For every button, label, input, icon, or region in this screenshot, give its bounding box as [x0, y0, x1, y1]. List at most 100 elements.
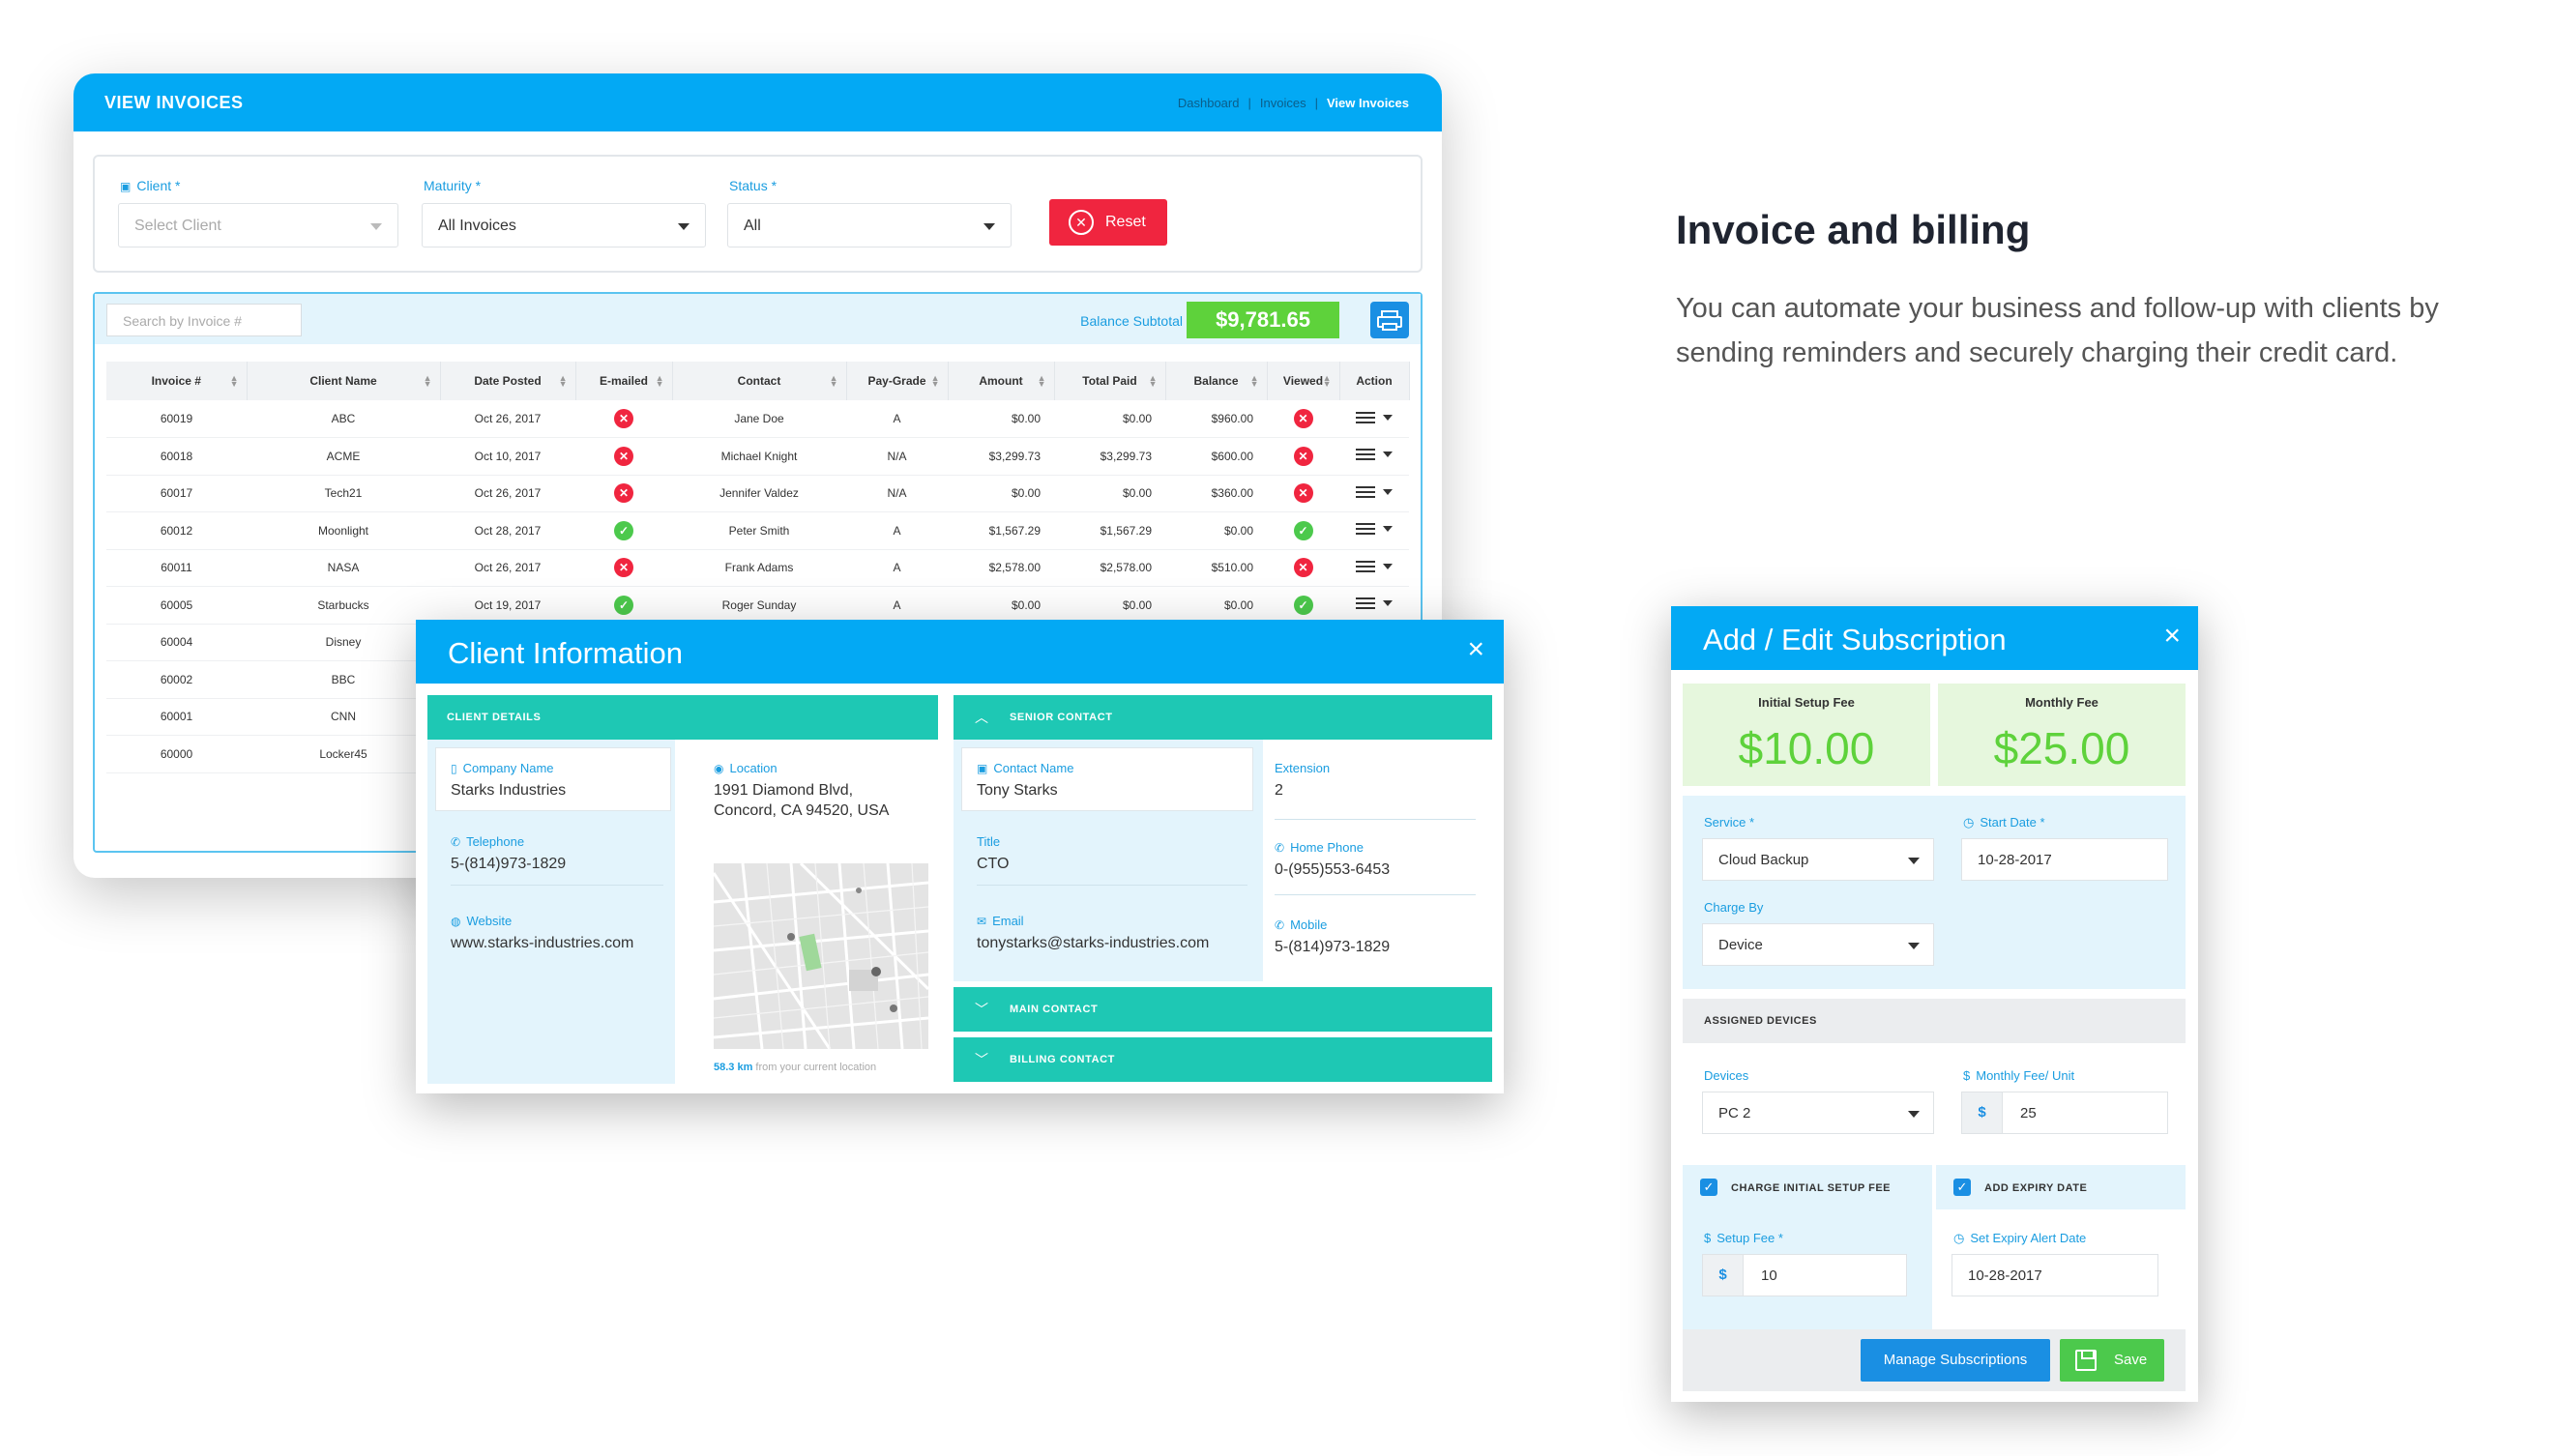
row-action-menu[interactable] [1352, 484, 1396, 500]
viewed-cell: ✕ [1267, 400, 1339, 438]
column-header[interactable]: Pay-Grade ▲ ▼ [846, 362, 949, 400]
status-filter-label: Status * [729, 178, 778, 193]
status-select[interactable]: All [727, 203, 1012, 248]
charge-by-select[interactable]: Device [1702, 923, 1934, 966]
client-select[interactable]: Select Client [118, 203, 398, 248]
charge-setup-row[interactable]: ✓ CHARGE INITIAL SETUP FEE [1683, 1165, 1932, 1209]
amount-cell: $1,567.29 [948, 511, 1054, 550]
subscription-modal-title: Add / Edit Subscription [1703, 623, 2007, 656]
charge-setup-label: CHARGE INITIAL SETUP FEE [1731, 1182, 1892, 1194]
column-header[interactable]: Invoice # ▲ ▼ [106, 362, 248, 400]
row-action-menu[interactable] [1352, 596, 1396, 611]
page-title: VIEW INVOICES [104, 93, 244, 112]
print-button[interactable] [1370, 302, 1409, 338]
contact-cell: Jennifer Valdez [672, 475, 846, 512]
breadcrumb-invoices[interactable]: Invoices [1259, 96, 1306, 110]
email-value[interactable]: tonystarks@starks-industries.com [977, 935, 1210, 951]
setup-fee-section: $ Setup Fee * $10 [1683, 1209, 1932, 1329]
check-icon[interactable]: ✓ [1953, 1179, 1971, 1196]
save-button[interactable]: Save [2060, 1339, 2164, 1382]
invoice-cell: 60019 [106, 400, 247, 438]
main-contact-header[interactable]: ﹀ MAIN CONTACT [954, 987, 1492, 1032]
table-row[interactable]: 60005 Starbucks Oct 19, 2017 ✓ Roger Sunday A… [106, 586, 1409, 625]
mobile-label: ✆ Mobile [1275, 917, 1328, 932]
reset-button[interactable]: ✕ Reset [1049, 199, 1167, 246]
expiry-date-input[interactable]: 10-28-2017 [1951, 1254, 2158, 1296]
client-icon: ▣ [120, 180, 132, 193]
emailed-cell: ✓ [575, 511, 672, 550]
row-action-menu[interactable] [1352, 559, 1396, 574]
row-action-menu[interactable] [1352, 521, 1396, 537]
phone-icon: ✆ [1275, 918, 1285, 932]
amount-cell: $3,299.73 [948, 437, 1054, 476]
client-cell: ACME [247, 437, 440, 476]
action-cell [1339, 475, 1409, 512]
column-header[interactable]: Client Name ▲ ▼ [247, 362, 441, 400]
column-header[interactable]: Balance ▲ ▼ [1165, 362, 1268, 400]
client-cell: BBC [247, 660, 440, 699]
location-label: ◉ Location [714, 761, 778, 775]
invoice-search-input[interactable]: Search by Invoice # [106, 304, 302, 336]
close-circle-icon: ✕ [1069, 210, 1094, 235]
row-action-menu[interactable] [1352, 447, 1396, 462]
senior-contact-panel: ▣ Contact Name Tony Starks Title CTO ✉ Ema… [954, 740, 1263, 981]
manage-subscriptions-button[interactable]: Manage Subscriptions [1861, 1339, 2050, 1382]
table-row[interactable]: 60018 ACME Oct 10, 2017 ✕ Michael Knight N/A $… [106, 437, 1409, 476]
invoice-cell: 60001 [106, 698, 247, 736]
clock-icon: ◷ [1953, 1231, 1965, 1245]
chevron-down-icon [370, 223, 382, 230]
contact-cell: Michael Knight [672, 437, 846, 476]
contact-cell: Jane Doe [672, 400, 846, 438]
sort-icon: ▲ ▼ [655, 373, 664, 389]
row-action-menu[interactable] [1352, 410, 1396, 425]
breadcrumb-view-invoices[interactable]: View Invoices [1326, 96, 1409, 110]
column-header[interactable]: Contact ▲ ▼ [672, 362, 847, 400]
table-row[interactable]: 60011 NASA Oct 26, 2017 ✕ Frank Adams A $2,578… [106, 549, 1409, 587]
senior-contact-phones: Extension 2 ✆ Home Phone 0-(955)553-6453 … [1263, 740, 1492, 981]
sort-icon: ▲ ▼ [1037, 373, 1046, 389]
phone-icon: ✆ [1275, 841, 1285, 855]
column-header[interactable]: E-mailed ▲ ▼ [575, 362, 673, 400]
emailed-cell: ✕ [575, 475, 672, 512]
column-header[interactable]: Date Posted ▲ ▼ [440, 362, 576, 400]
amount-cell: $0.00 [948, 475, 1054, 512]
sort-icon: ▲ ▼ [229, 373, 239, 389]
column-header[interactable]: Total Paid ▲ ▼ [1054, 362, 1166, 400]
senior-contact-header[interactable]: ︿ SENIOR CONTACT [954, 695, 1492, 740]
close-icon[interactable]: × [2163, 620, 2181, 652]
column-header[interactable]: Viewed ▲ ▼ [1267, 362, 1340, 400]
website-value[interactable]: www.starks-industries.com [451, 935, 634, 951]
maturity-select[interactable]: All Invoices [422, 203, 706, 248]
chevron-down-icon: ﹀ [975, 1002, 989, 1017]
table-row[interactable]: 60012 Moonlight Oct 28, 2017 ✓ Peter Smith A $… [106, 511, 1409, 550]
paid-cell: $3,299.73 [1054, 437, 1165, 476]
service-select[interactable]: Cloud Backup [1702, 838, 1934, 881]
invoice-table: Invoice # ▲ ▼ Client Name ▲ ▼ Date Posted ▲ ▼ E-m… [106, 362, 1410, 773]
invoice-cell: 60002 [106, 660, 247, 699]
column-header[interactable]: Amount ▲ ▼ [948, 362, 1055, 400]
close-icon[interactable]: × [1467, 633, 1484, 665]
contact-cell: Roger Sunday [672, 586, 846, 625]
hamburger-icon [1356, 411, 1375, 423]
monthly-unit-input[interactable]: $25 [1961, 1092, 2168, 1134]
client-information-modal: Client Information × CLIENT DETAILS ︿ SEN… [416, 620, 1504, 1093]
table-row[interactable]: 60019 ABC Oct 26, 2017 ✕ Jane Doe A $0.00 $0.00… [106, 400, 1409, 438]
divider [1275, 819, 1476, 820]
dollar-circle-icon: $ [1704, 1231, 1712, 1245]
table-row[interactable]: 60017 Tech21 Oct 26, 2017 ✕ Jennifer Valdez N… [106, 475, 1409, 512]
check-icon[interactable]: ✓ [1700, 1179, 1717, 1196]
company-box [435, 747, 671, 811]
contact-name-label: ▣ Contact Name [977, 761, 1074, 775]
start-date-input[interactable]: 10-28-2017 [1961, 838, 2168, 881]
contact-name-box [961, 747, 1253, 811]
dollar-circle-icon: $ [1963, 1068, 1971, 1083]
setup-fee-input[interactable]: $10 [1702, 1254, 1907, 1296]
location-map[interactable] [714, 863, 928, 1049]
column-header[interactable]: Action [1339, 362, 1410, 400]
add-expiry-row[interactable]: ✓ ADD EXPIRY DATE [1936, 1165, 2186, 1209]
breadcrumb-dashboard[interactable]: Dashboard [1177, 96, 1240, 110]
devices-select[interactable]: PC 2 [1702, 1092, 1934, 1134]
chevron-down-icon: ﹀ [975, 1052, 989, 1067]
balance-cell: $0.00 [1165, 511, 1267, 550]
billing-contact-header[interactable]: ﹀ BILLING CONTACT [954, 1037, 1492, 1082]
